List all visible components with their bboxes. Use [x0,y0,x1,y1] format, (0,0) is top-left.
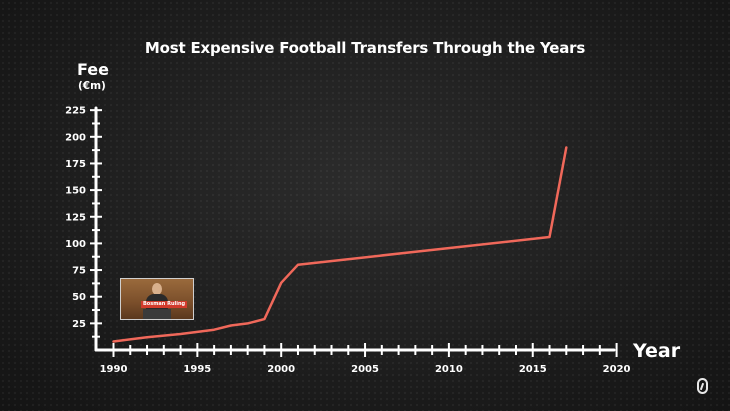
y-tick-label: 175 [65,159,86,170]
channel-logo-icon [697,378,708,394]
y-tick-label: 50 [72,292,86,303]
x-tick-label: 1990 [100,364,128,375]
x-tick-label: 2015 [519,364,547,375]
y-axis-title: Fee [77,60,109,79]
inset-podium [143,309,171,319]
x-axis-title: Year [633,340,681,362]
inset-person-head [152,283,162,295]
y-axis-unit: (€m) [78,80,106,92]
y-tick-label: 125 [65,212,86,223]
y-tick-label: 225 [65,106,86,117]
inset-caption: Bosman Ruling [141,301,188,308]
y-tick-label: 150 [65,186,86,197]
y-tick-label: 200 [65,132,86,143]
y-tick-label: 100 [65,239,86,250]
x-tick-label: 2005 [351,364,379,375]
x-tick-label: 2000 [267,364,295,375]
y-tick-label: 25 [72,319,86,330]
y-tick-label: 75 [72,266,86,277]
x-tick-label: 1995 [183,364,211,375]
x-tick-label: 2010 [435,364,463,375]
bosman-ruling-inset-image: Bosman Ruling [120,278,194,320]
x-tick-label: 2020 [603,364,631,375]
chart-title: Most Expensive Football Transfers Throug… [144,39,586,57]
